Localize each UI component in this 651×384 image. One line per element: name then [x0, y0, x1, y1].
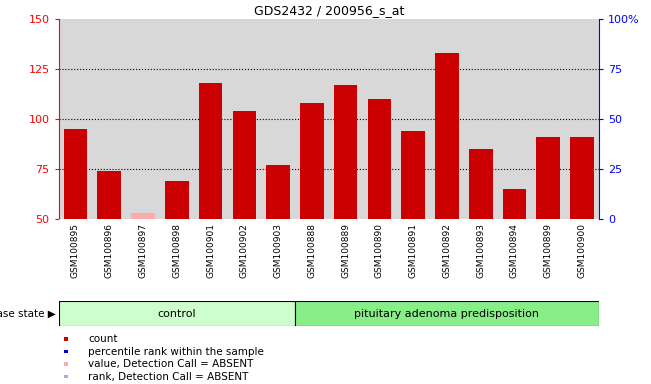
Text: rank, Detection Call = ABSENT: rank, Detection Call = ABSENT — [89, 372, 249, 382]
Bar — [165, 181, 189, 219]
Bar — [266, 165, 290, 219]
Text: GSM100900: GSM100900 — [577, 223, 587, 278]
Bar — [435, 53, 459, 219]
Text: percentile rank within the sample: percentile rank within the sample — [89, 347, 264, 357]
Bar — [300, 103, 324, 219]
Text: GSM100903: GSM100903 — [273, 223, 283, 278]
Text: GSM100902: GSM100902 — [240, 223, 249, 278]
Text: control: control — [158, 309, 196, 319]
Text: GSM100897: GSM100897 — [139, 223, 148, 278]
Bar — [334, 85, 357, 219]
Bar — [64, 129, 87, 219]
Text: GSM100891: GSM100891 — [409, 223, 418, 278]
Bar — [402, 131, 425, 219]
Bar — [98, 171, 121, 219]
Text: GSM100890: GSM100890 — [375, 223, 384, 278]
Text: GSM100893: GSM100893 — [477, 223, 485, 278]
Bar — [64, 362, 68, 366]
Bar — [232, 111, 256, 219]
Text: GSM100896: GSM100896 — [105, 223, 114, 278]
Bar — [503, 189, 526, 219]
Text: GSM100889: GSM100889 — [341, 223, 350, 278]
Text: GSM100898: GSM100898 — [173, 223, 181, 278]
Text: GSM100892: GSM100892 — [443, 223, 451, 278]
Text: GSM100901: GSM100901 — [206, 223, 215, 278]
Bar — [368, 99, 391, 219]
Text: value, Detection Call = ABSENT: value, Detection Call = ABSENT — [89, 359, 254, 369]
Text: GSM100895: GSM100895 — [71, 223, 80, 278]
Text: disease state ▶: disease state ▶ — [0, 309, 55, 319]
Bar — [64, 338, 68, 341]
Bar — [295, 301, 599, 326]
Text: count: count — [89, 334, 118, 344]
Bar — [64, 375, 68, 378]
Bar — [199, 83, 223, 219]
Text: pituitary adenoma predisposition: pituitary adenoma predisposition — [354, 309, 540, 319]
Text: GSM100894: GSM100894 — [510, 223, 519, 278]
Title: GDS2432 / 200956_s_at: GDS2432 / 200956_s_at — [254, 3, 404, 17]
Bar — [59, 301, 295, 326]
Bar — [570, 137, 594, 219]
Bar — [536, 137, 560, 219]
Bar — [469, 149, 493, 219]
Text: GSM100888: GSM100888 — [307, 223, 316, 278]
Text: GSM100899: GSM100899 — [544, 223, 553, 278]
Bar — [132, 213, 155, 219]
Bar — [64, 350, 68, 353]
